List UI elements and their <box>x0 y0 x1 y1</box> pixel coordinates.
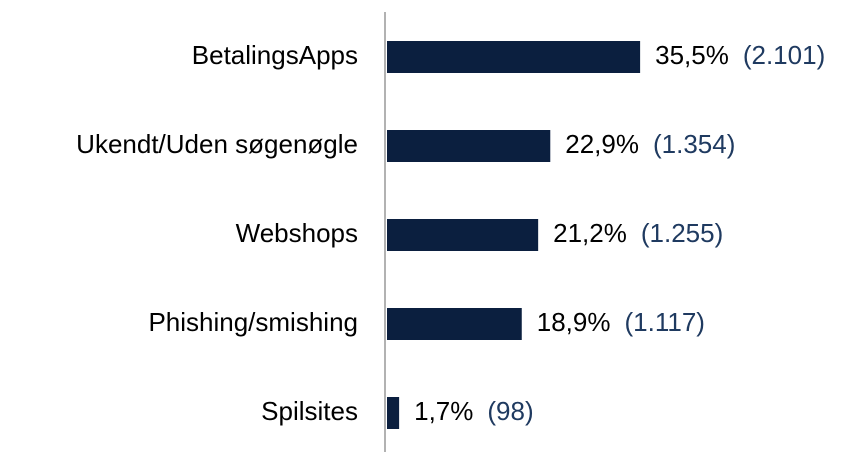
bar <box>387 130 551 162</box>
count-label: (1.354) <box>653 129 735 159</box>
category-label: BetalingsApps <box>192 40 358 70</box>
bar <box>387 308 522 340</box>
value-label: 21,2% <box>553 218 627 248</box>
bar <box>387 41 641 73</box>
category-label: Spilsites <box>261 396 358 426</box>
bar <box>387 397 400 429</box>
count-label: (2.101) <box>743 40 825 70</box>
category-label: Ukendt/Uden søgenøgle <box>76 129 358 159</box>
value-label: 35,5% <box>655 40 729 70</box>
value-label: 22,9% <box>565 129 639 159</box>
value-label: 18,9% <box>537 307 611 337</box>
count-label: (1.255) <box>641 218 723 248</box>
count-label: (1.117) <box>624 307 704 337</box>
bar <box>387 219 539 251</box>
category-label: Phishing/smishing <box>148 307 358 337</box>
count-label: (98) <box>487 396 533 426</box>
category-label: Webshops <box>236 218 358 248</box>
value-label: 1,7% <box>414 396 473 426</box>
